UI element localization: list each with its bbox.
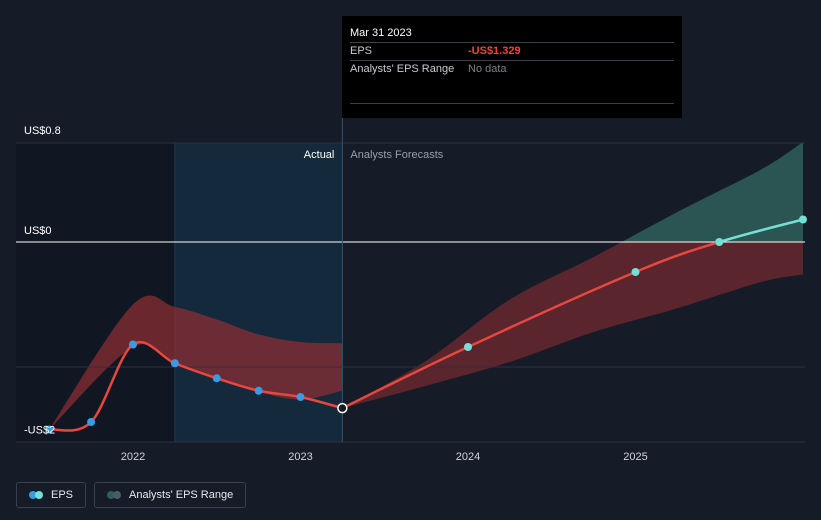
range-band-forecast-negative	[342, 242, 803, 409]
forecast-label: Analysts Forecasts	[350, 149, 443, 161]
y-tick-label: -US$2	[24, 425, 55, 437]
range-band-forecast-positive	[621, 142, 803, 242]
eps-point	[87, 418, 96, 426]
eps-point	[296, 393, 305, 401]
eps-forecast-point	[464, 343, 472, 351]
eps-point	[45, 425, 54, 434]
eps-line-forecast-negative	[341, 242, 724, 410]
range-band-actual	[49, 295, 343, 430]
tooltip-eps-label: EPS	[350, 45, 373, 57]
tooltip-date: Mar 31 2023	[350, 27, 412, 39]
legend-eps-button[interactable]: EPS	[16, 482, 87, 508]
legend-eps-label: EPS	[51, 489, 74, 501]
actual-label: Actual	[304, 149, 335, 161]
eps-point	[129, 340, 137, 349]
x-tick-label: 2023	[288, 451, 312, 463]
eps-line-forecast-positive	[715, 218, 804, 242]
tooltip-spacer	[350, 78, 674, 104]
eps-line-actual	[49, 341, 343, 432]
x-tick-label: 2022	[121, 451, 145, 463]
eps-forecast-point	[799, 215, 807, 224]
x-tick-label: 2024	[456, 451, 480, 463]
eps-forecast-point	[715, 238, 724, 246]
y-tick-label: US$0.8	[24, 125, 61, 137]
eps-point	[170, 359, 179, 368]
tooltip-eps-value: -US$1.329	[468, 45, 521, 57]
eps-forecast-point	[631, 268, 640, 276]
y-tick-label: US$0	[24, 225, 52, 237]
eps-point-highlighted	[337, 402, 348, 414]
eps-point	[254, 386, 263, 395]
tooltip-eps-row: EPS -US$1.329	[350, 42, 674, 60]
tooltip: Mar 31 2023 EPS -US$1.329 Analysts' EPS …	[342, 16, 682, 118]
legend-range-label: Analysts' EPS Range	[129, 489, 234, 501]
x-tick-label: 2025	[623, 451, 647, 463]
tooltip-range-value: No data	[468, 63, 507, 75]
legend-range-button[interactable]: Analysts' EPS Range	[94, 482, 247, 508]
legend-eps-icon	[29, 491, 43, 499]
eps-point	[212, 374, 221, 383]
tooltip-range-label: Analysts' EPS Range	[350, 63, 455, 75]
tooltip-range-row: Analysts' EPS Range No data	[350, 60, 674, 78]
past-region	[16, 143, 175, 442]
legend: EPS Analysts' EPS Range	[16, 482, 247, 508]
legend-range-icon	[107, 491, 122, 499]
